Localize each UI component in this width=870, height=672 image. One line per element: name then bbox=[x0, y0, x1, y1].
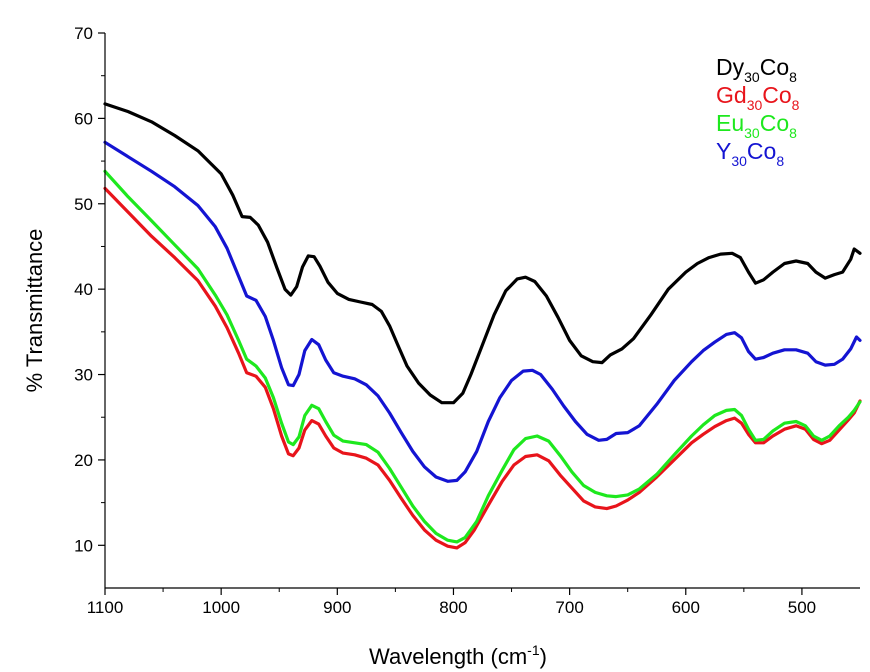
legend-text-label_base: Dy bbox=[716, 54, 745, 80]
legend-text-label_sub2: 8 bbox=[792, 97, 800, 113]
x-axis-title-sup: -1 bbox=[527, 642, 540, 658]
legend-text-label_base: Eu bbox=[716, 110, 744, 136]
y-axis-title: % Transmittance bbox=[22, 229, 47, 393]
x-axis-title-main: Wavelength (cm bbox=[369, 644, 527, 669]
legend-text-label_sub1: 30 bbox=[731, 153, 747, 169]
series-layer bbox=[103, 102, 862, 550]
x-tick-label: 900 bbox=[323, 598, 351, 617]
legend-text-label_sub1: 30 bbox=[744, 125, 760, 141]
y-tick-label: 70 bbox=[74, 24, 93, 43]
series-line-y30co8 bbox=[103, 140, 862, 483]
legend-text-label_sub2: 8 bbox=[789, 125, 797, 141]
legend-text-label_sub2: 8 bbox=[789, 69, 797, 85]
y-axis-ticks: 10 20 30 40 50 60 70 bbox=[74, 24, 105, 555]
x-tick-label: 600 bbox=[672, 598, 700, 617]
legend-text-label_mid: Co bbox=[760, 110, 789, 136]
x-tick-label: 700 bbox=[555, 598, 583, 617]
legend-text-label_sub2: 8 bbox=[776, 153, 784, 169]
y-tick-label: 10 bbox=[74, 536, 93, 555]
legend-text-label_base: Y bbox=[716, 138, 731, 164]
x-axis-title: Wavelength (cm-1) bbox=[369, 642, 547, 669]
x-axis-title-close: ) bbox=[540, 644, 547, 669]
x-tick-label: 800 bbox=[439, 598, 467, 617]
y-tick-label: 40 bbox=[74, 280, 93, 299]
x-tick-label: 1100 bbox=[87, 598, 124, 617]
y-tick-label: 20 bbox=[74, 451, 93, 470]
y-tick-label: 60 bbox=[74, 109, 93, 128]
y-tick-label: 30 bbox=[74, 366, 93, 385]
y-tick-label: 50 bbox=[74, 195, 93, 214]
legend-entry: Dy30Co8 bbox=[716, 54, 797, 85]
legend-entry: Gd30Co8 bbox=[716, 82, 800, 113]
legend-text-label_base: Gd bbox=[716, 82, 747, 108]
legend-entry: Eu30Co8 bbox=[716, 110, 797, 141]
legend-text-label_sub1: 30 bbox=[747, 97, 763, 113]
x-tick-label: 500 bbox=[788, 598, 816, 617]
series-line-dy30co8 bbox=[103, 102, 862, 405]
series-line-gd30co8 bbox=[103, 186, 862, 550]
legend-text-label_sub1: 30 bbox=[744, 69, 760, 85]
x-axis-ticks: 1100 1000 900 800 700 600 500 bbox=[87, 588, 816, 617]
series-line-eu30co8 bbox=[103, 169, 862, 544]
legend-entry: Y30Co8 bbox=[716, 138, 784, 169]
legend-text-label_mid: Co bbox=[747, 138, 776, 164]
legend-text-label_mid: Co bbox=[760, 54, 789, 80]
x-tick-label: 1000 bbox=[202, 598, 240, 617]
legend-text-label_mid: Co bbox=[762, 82, 791, 108]
